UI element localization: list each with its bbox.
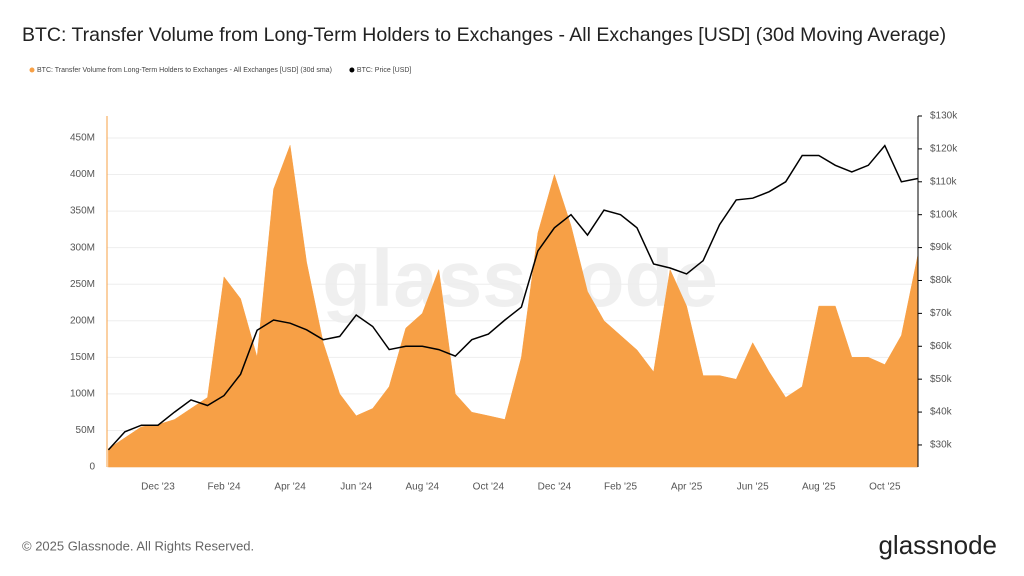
y2-tick-label: $70k xyxy=(930,308,953,319)
y2-tick-label: $90k xyxy=(930,242,953,253)
y-tick-label: 50M xyxy=(76,425,95,436)
y-tick-label: 400M xyxy=(70,169,95,180)
y-tick-label: 300M xyxy=(70,242,95,253)
y2-tick-label: $130k xyxy=(930,111,958,122)
logo: glassnode xyxy=(878,530,997,560)
y2-tick-label: $40k xyxy=(930,407,953,418)
x-tick-label: Dec '24 xyxy=(538,482,572,493)
y-tick-label: 450M xyxy=(70,133,95,144)
y-tick-label: 200M xyxy=(70,315,95,326)
x-tick-label: Oct '25 xyxy=(869,482,901,493)
legend-label: BTC: Price [USD] xyxy=(357,67,412,74)
legend-marker xyxy=(29,67,35,73)
x-tick-label: Dec '23 xyxy=(141,482,175,493)
volume-area xyxy=(108,145,919,468)
x-tick-label: Aug '24 xyxy=(405,482,439,493)
x-tick-label: Aug '25 xyxy=(802,482,836,493)
legend-label: BTC: Transfer Volume from Long-Term Hold… xyxy=(37,67,332,74)
x-tick-label: Feb '25 xyxy=(604,482,637,493)
y2-tick-label: $120k xyxy=(930,144,958,155)
x-tick-label: Apr '25 xyxy=(671,482,703,493)
y-tick-label: 350M xyxy=(70,206,95,217)
y-tick-label: 100M xyxy=(70,389,95,400)
x-tick-label: Apr '24 xyxy=(274,482,306,493)
price-line xyxy=(107,144,919,451)
y2-tick-label: $80k xyxy=(930,275,953,286)
x-tick-label: Feb '24 xyxy=(208,482,241,493)
y-tick-label: 150M xyxy=(70,352,95,363)
y-tick-label: 0 xyxy=(89,462,95,473)
y2-tick-label: $60k xyxy=(930,341,953,352)
y2-tick-label: $30k xyxy=(930,440,953,451)
y-tick-label: 250M xyxy=(70,279,95,290)
y2-tick-label: $50k xyxy=(930,374,953,385)
y2-tick-label: $110k xyxy=(930,176,958,187)
y2-tick-label: $100k xyxy=(930,209,958,220)
chart-title: BTC: Transfer Volume from Long-Term Hold… xyxy=(22,24,946,46)
legend-marker xyxy=(349,67,355,73)
x-tick-label: Oct '24 xyxy=(473,482,505,493)
x-tick-label: Jun '24 xyxy=(340,482,372,493)
footer: © 2025 Glassnode. All Rights Reserved. xyxy=(22,538,254,553)
x-tick-label: Jun '25 xyxy=(737,482,769,493)
